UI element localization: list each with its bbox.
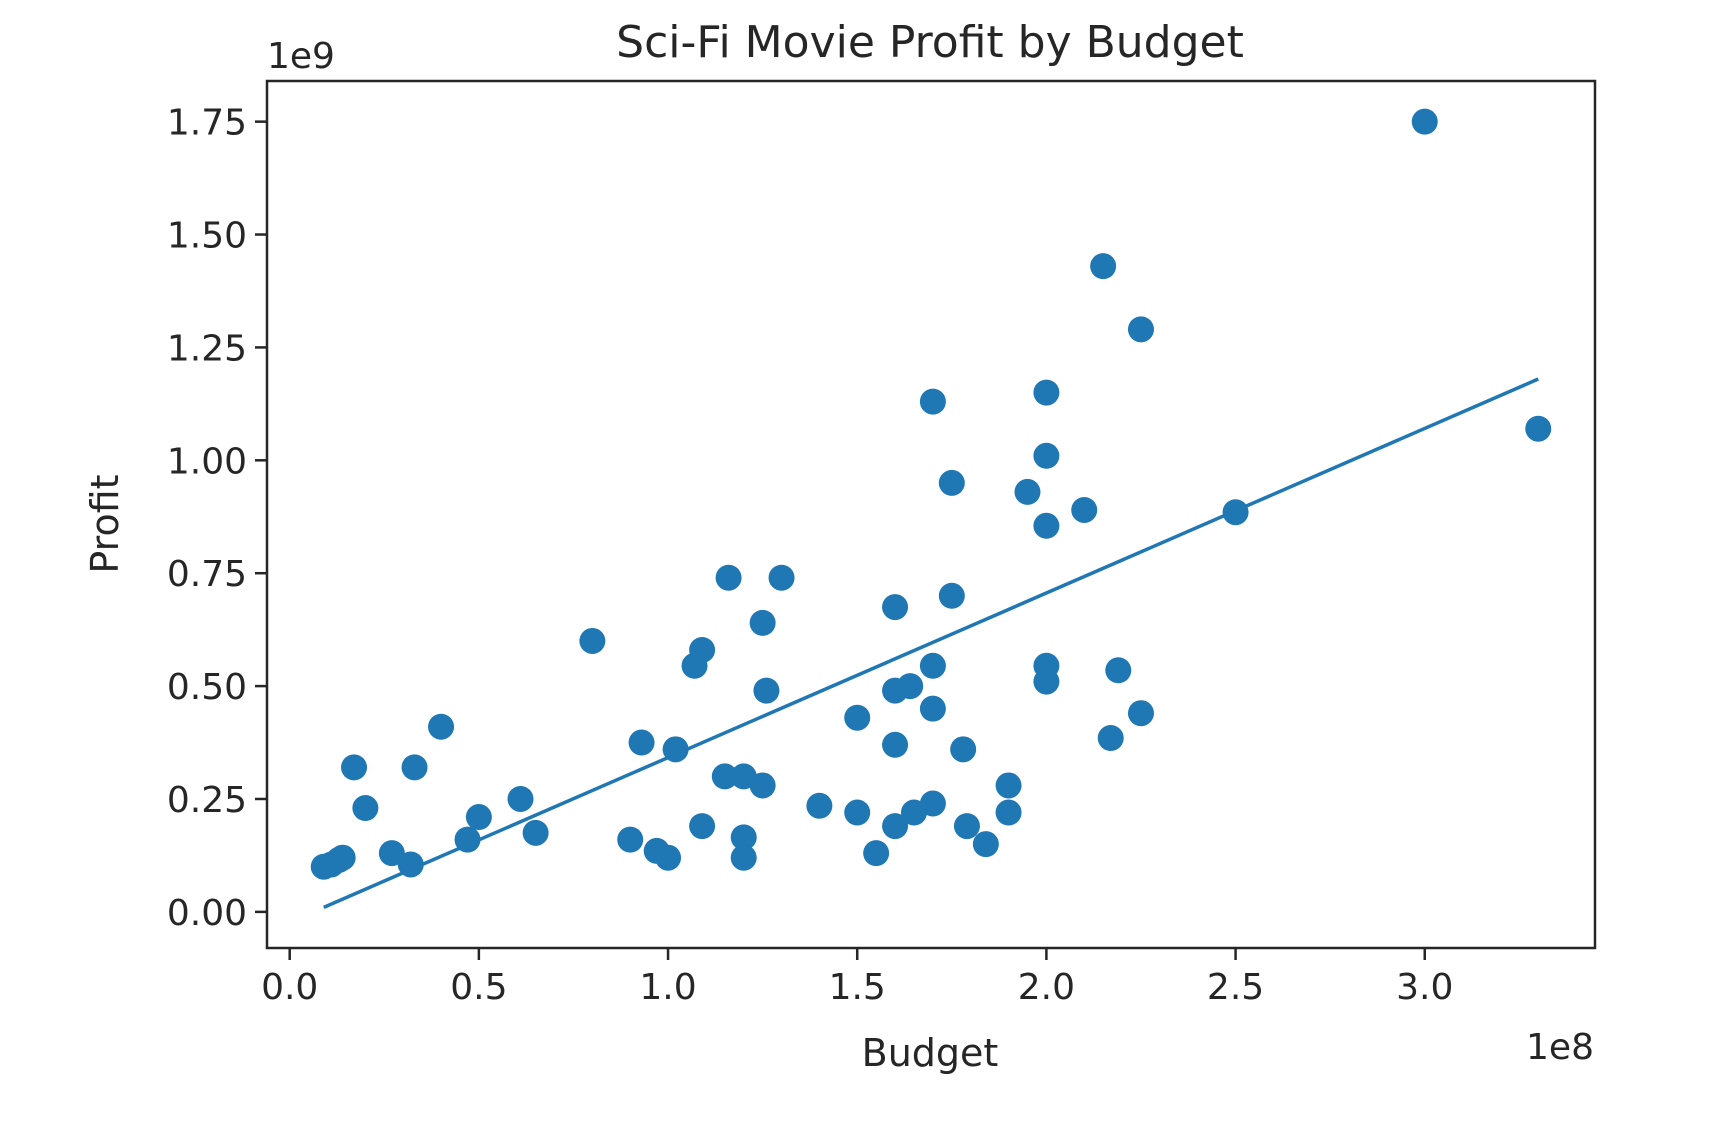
y-tick-label: 0.75 [167, 554, 247, 595]
x-axis: 0.0 0.5 1.0 1.5 2.0 2.5 3.0 [261, 948, 1453, 1008]
x-tick-label: 0.5 [450, 967, 507, 1008]
data-point [397, 851, 424, 878]
data-point [507, 785, 534, 812]
data-point [329, 844, 356, 871]
data-point [919, 790, 946, 817]
data-point [1105, 657, 1132, 684]
data-point [897, 673, 924, 700]
data-point [579, 627, 606, 654]
x-tick-label: 1.5 [829, 967, 886, 1008]
data-point [401, 754, 428, 781]
data-point [1033, 668, 1060, 695]
data-point [730, 844, 757, 871]
data-point [844, 799, 871, 826]
data-point [628, 729, 655, 756]
data-point [1222, 499, 1249, 526]
data-point [995, 772, 1022, 799]
data-point [522, 819, 549, 846]
trend-layer [323, 377, 1539, 909]
y-tick-label: 1.75 [167, 103, 247, 144]
data-point [1090, 253, 1117, 280]
data-point [844, 704, 871, 731]
x-offset-label: 1e8 [1526, 1027, 1594, 1068]
data-point [689, 813, 716, 840]
data-point [753, 677, 780, 704]
data-point [715, 564, 742, 591]
data-point [919, 652, 946, 679]
data-point [972, 831, 999, 858]
data-point [938, 582, 965, 609]
data-point [919, 695, 946, 722]
data-point [1071, 496, 1098, 523]
y-tick-label: 1.25 [167, 328, 247, 369]
y-offset-label: 1e9 [267, 36, 335, 77]
y-tick-label: 1.50 [167, 216, 247, 257]
data-point [863, 840, 890, 867]
y-tick-label: 0.00 [167, 893, 247, 934]
data-point [882, 813, 909, 840]
data-point [1127, 700, 1154, 727]
y-axis: 0.00 0.25 0.50 0.75 1.00 1.25 1.50 1.75 [167, 103, 267, 934]
data-point [882, 731, 909, 758]
data-point [711, 763, 738, 790]
data-point [1014, 478, 1041, 505]
data-point [938, 469, 965, 496]
points-layer [310, 108, 1552, 880]
data-point [1033, 442, 1060, 469]
data-point [749, 772, 776, 799]
data-point [919, 388, 946, 415]
data-point [428, 713, 455, 740]
data-point [378, 840, 405, 867]
data-point [1033, 512, 1060, 539]
data-point [352, 795, 379, 822]
data-point [1525, 415, 1552, 442]
chart-title: Sci-Fi Movie Profit by Budget [616, 17, 1244, 68]
data-point [749, 609, 776, 636]
x-tick-label: 2.5 [1207, 967, 1264, 1008]
data-point [1033, 379, 1060, 406]
y-tick-label: 0.50 [167, 667, 247, 708]
data-point [341, 754, 368, 781]
y-tick-label: 1.00 [167, 441, 247, 482]
data-point [1411, 108, 1438, 135]
data-point [689, 636, 716, 663]
trend-line [323, 377, 1539, 909]
data-point [882, 594, 909, 621]
data-point [768, 564, 795, 591]
data-point [465, 804, 492, 831]
data-point [655, 844, 682, 871]
data-point [617, 826, 644, 853]
x-tick-label: 0.0 [261, 967, 318, 1008]
x-axis-label: Budget [862, 1031, 999, 1075]
x-tick-label: 2.0 [1018, 967, 1075, 1008]
data-point [730, 824, 757, 851]
data-point [662, 736, 689, 763]
data-point [950, 736, 977, 763]
data-point [1127, 316, 1154, 343]
y-axis-label: Profit [83, 474, 127, 573]
data-point [1097, 725, 1124, 752]
data-point [806, 792, 833, 819]
plot-frame [265, 79, 1597, 950]
data-point [995, 799, 1022, 826]
data-point [454, 826, 481, 853]
y-tick-label: 0.25 [167, 780, 247, 821]
data-point [953, 813, 980, 840]
x-tick-label: 3.0 [1396, 967, 1453, 1008]
x-tick-label: 1.0 [639, 967, 696, 1008]
